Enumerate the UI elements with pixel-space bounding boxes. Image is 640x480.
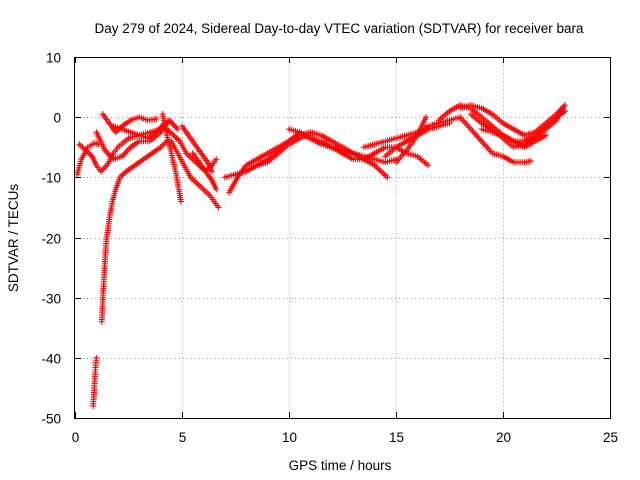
- data-point: [121, 150, 128, 157]
- x-tick-label: 0: [72, 430, 80, 445]
- x-tick-label: 10: [282, 430, 297, 445]
- data-point: [215, 204, 222, 211]
- series-arc-11: [179, 123, 215, 175]
- y-tick-label: -10: [41, 171, 61, 186]
- x-tick-label: 5: [179, 430, 187, 445]
- series-arc-03: [74, 140, 102, 178]
- data-point: [559, 105, 566, 112]
- x-axis-label: GPS time / hours: [289, 458, 392, 473]
- data-point: [177, 198, 184, 205]
- series-arc-18: [350, 150, 391, 181]
- data-point: [425, 162, 432, 169]
- series-arc-02: [98, 138, 171, 325]
- y-tick-labels: -50 -40 -30 -20 -10 0 10: [41, 51, 61, 427]
- grid-lines: [75, 57, 610, 418]
- data-point: [384, 174, 391, 181]
- series-arc-15: [243, 132, 314, 175]
- y-tick-label: 0: [53, 111, 61, 126]
- data-point: [169, 120, 176, 127]
- series-arc-08: [159, 111, 184, 205]
- y-axis-label: SDTVAR / TECUs: [6, 184, 21, 293]
- data-point: [542, 132, 549, 139]
- data-point: [153, 115, 160, 122]
- data-point: [208, 168, 215, 175]
- axis-ticks: [75, 57, 611, 419]
- data-point: [422, 114, 429, 121]
- data-point: [213, 156, 220, 163]
- series-arc-25: [478, 126, 549, 151]
- y-tick-label: 10: [46, 51, 61, 66]
- data-point: [170, 121, 177, 128]
- data-point: [213, 186, 220, 193]
- data-point: [562, 102, 569, 109]
- series-arc-10: [168, 138, 222, 211]
- chart-title: Day 279 of 2024, Sidereal Day-to-day VTE…: [95, 21, 584, 36]
- data-point: [173, 124, 180, 131]
- x-tick-label: 15: [389, 430, 404, 445]
- data-point: [124, 147, 131, 154]
- data-point: [93, 354, 100, 361]
- x-tick-label: 20: [496, 430, 511, 445]
- x-tick-labels: 0 5 10 15 20 25: [72, 430, 618, 445]
- y-tick-label: -40: [41, 352, 61, 367]
- x-tick-label: 25: [603, 430, 618, 445]
- series-arc-23: [457, 102, 569, 139]
- y-tick-label: -30: [41, 292, 61, 307]
- data-point: [171, 123, 178, 130]
- y-tick-label: -20: [41, 232, 61, 247]
- data-point: [123, 148, 130, 155]
- series-arc-01: [90, 354, 100, 409]
- series-arc-12: [189, 150, 220, 193]
- plot-frame: [74, 57, 611, 419]
- data-point: [562, 108, 569, 115]
- data-point: [174, 126, 181, 133]
- data-point: [527, 158, 534, 165]
- series-arc-21: [360, 114, 534, 166]
- y-tick-label: -50: [41, 412, 61, 427]
- data-points: [74, 102, 569, 409]
- series-arc-04: [76, 126, 164, 175]
- data-point: [126, 145, 133, 152]
